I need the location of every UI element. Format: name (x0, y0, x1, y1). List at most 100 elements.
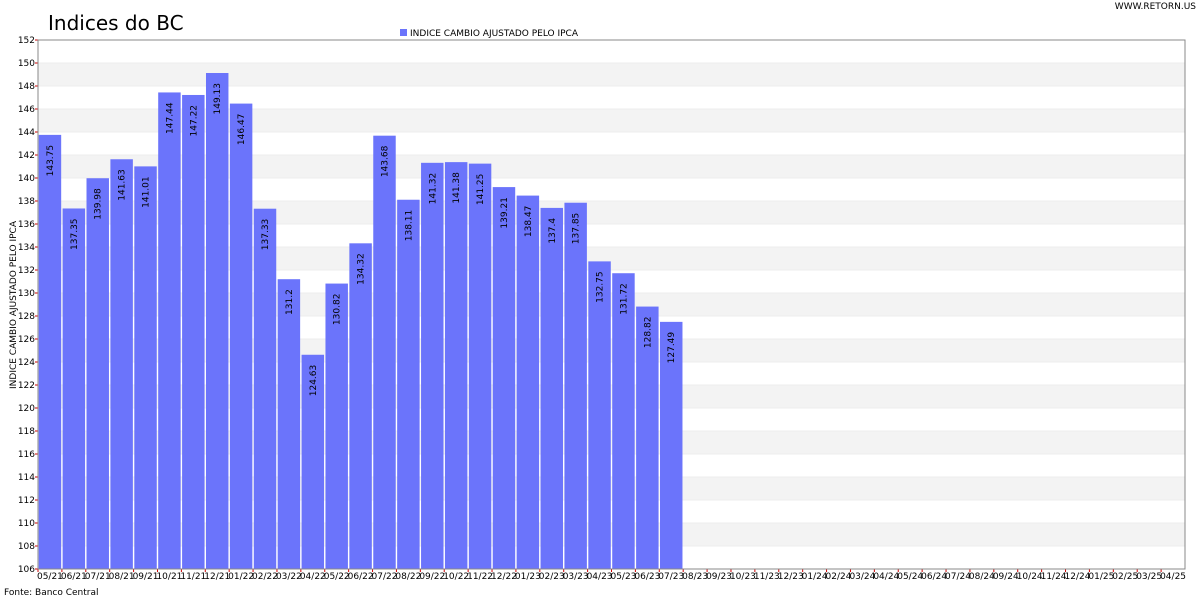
value-label: 141.01 (142, 176, 152, 208)
bar (660, 321, 683, 569)
x-tick-label: 05/24 (897, 572, 923, 582)
y-tick-label: 136 (18, 220, 35, 230)
x-tick-label: 07/24 (945, 572, 971, 582)
value-label: 134.32 (357, 253, 367, 285)
y-tick-label: 126 (18, 335, 35, 345)
bar (325, 283, 348, 569)
plot-band (38, 339, 1185, 362)
value-label: 147.44 (165, 102, 175, 134)
x-tick-label: 02/24 (826, 572, 852, 582)
bar (397, 199, 420, 570)
x-tick-label: 06/22 (348, 572, 374, 582)
plot-band (38, 155, 1185, 178)
x-tick-label: 08/23 (682, 572, 708, 582)
x-tick-label: 11/21 (180, 572, 206, 582)
x-tick-label: 11/23 (754, 572, 780, 582)
bar (444, 162, 468, 569)
value-label: 137.85 (572, 213, 582, 245)
x-tick-label: 11/24 (1041, 572, 1067, 582)
bar (421, 162, 444, 569)
bar (349, 243, 372, 569)
value-label: 143.68 (380, 145, 390, 177)
x-tick-label: 10/23 (730, 572, 756, 582)
x-tick-label: 09/22 (419, 572, 445, 582)
bar (62, 208, 86, 569)
x-tick-label: 06/23 (634, 572, 660, 582)
y-tick-label: 112 (18, 496, 35, 506)
bar (636, 306, 659, 569)
y-tick-label: 116 (18, 450, 35, 460)
x-tick-label: 03/22 (276, 572, 302, 582)
value-label: 141.38 (452, 172, 462, 204)
x-tick-label: 09/24 (993, 572, 1019, 582)
bar (229, 103, 253, 569)
x-tick-label: 05/23 (610, 572, 636, 582)
y-tick-label: 132 (18, 266, 35, 276)
x-tick-label: 10/22 (443, 572, 469, 582)
chart-title: Indices do BC (48, 11, 184, 35)
y-tick-label: 152 (18, 36, 35, 46)
value-label: 139.98 (94, 188, 104, 220)
bar (253, 208, 277, 569)
x-tick-label: 09/23 (706, 572, 732, 582)
x-tick-label: 02/22 (252, 572, 278, 582)
y-tick-label: 114 (18, 473, 35, 483)
y-axis-label: INDICE CAMBIO AJUSTADO PELO IPCA (9, 220, 19, 389)
x-tick-label: 12/23 (778, 572, 804, 582)
x-tick-label: 04/23 (587, 572, 613, 582)
bar (588, 261, 611, 569)
value-label: 149.13 (213, 83, 223, 115)
x-tick-label: 12/24 (1065, 572, 1091, 582)
value-label: 137.35 (70, 218, 80, 250)
value-label: 141.63 (118, 169, 128, 201)
y-tick-label: 128 (18, 312, 35, 322)
bar (277, 279, 301, 569)
x-tick-label: 10/24 (1017, 572, 1043, 582)
plot-band (38, 109, 1185, 132)
bar (182, 94, 205, 569)
watermark: WWW.RETORN.US (1115, 2, 1196, 12)
bar (38, 134, 62, 569)
x-tick-label: 03/24 (849, 572, 875, 582)
legend-label: INDICE CAMBIO AJUSTADO PELO IPCA (410, 29, 579, 39)
x-tick-label: 10/21 (156, 572, 182, 582)
source: Fonte: Banco Central (4, 588, 99, 598)
value-label: 138.11 (404, 210, 414, 242)
y-tick-label: 144 (18, 128, 35, 138)
x-tick-label: 01/23 (515, 572, 541, 582)
value-label: 141.32 (428, 173, 438, 205)
x-tick-label: 07/21 (85, 572, 111, 582)
value-label: 128.82 (643, 317, 653, 349)
y-tick-label: 122 (18, 381, 35, 391)
bar (301, 354, 325, 569)
plot-frame (37, 39, 1186, 570)
plot-band (38, 523, 1185, 546)
bar (468, 163, 492, 569)
y-tick-label: 106 (18, 565, 35, 575)
y-tick-label: 148 (18, 82, 35, 92)
x-tick-label: 12/21 (204, 572, 230, 582)
x-tick-label: 06/24 (921, 572, 947, 582)
x-tick-label: 09/21 (133, 572, 159, 582)
x-tick-label: 07/22 (372, 572, 398, 582)
bar (110, 159, 133, 569)
bar (612, 273, 635, 569)
bar (564, 202, 587, 569)
plot-band (38, 477, 1185, 500)
x-tick-label: 01/25 (1088, 572, 1114, 582)
value-label: 131.2 (285, 289, 295, 315)
value-label: 127.49 (667, 332, 677, 364)
x-tick-label: 03/23 (563, 572, 589, 582)
plot-band (38, 431, 1185, 454)
bar (516, 195, 540, 569)
value-label: 147.22 (189, 105, 199, 137)
bar (373, 135, 396, 569)
plot-band (38, 201, 1185, 224)
y-tick-label: 110 (18, 519, 35, 529)
x-tick-label: 05/21 (37, 572, 63, 582)
x-tick-label: 04/25 (1160, 572, 1186, 582)
plot-band (38, 385, 1185, 408)
x-tick-label: 12/22 (491, 572, 517, 582)
x-tick-label: 08/24 (969, 572, 995, 582)
value-label: 141.25 (476, 174, 486, 206)
